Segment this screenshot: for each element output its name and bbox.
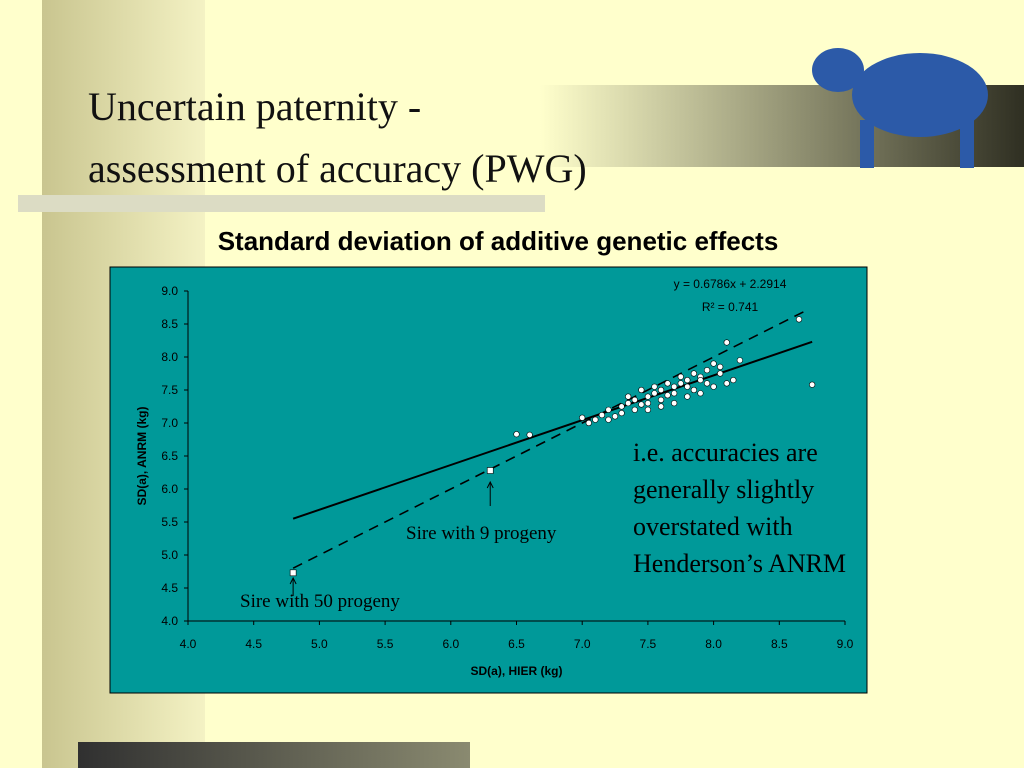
chart-title: Standard deviation of additive genetic e… bbox=[218, 226, 779, 256]
point bbox=[598, 411, 606, 419]
point bbox=[618, 403, 625, 410]
annotation: Sire with 9 progeny bbox=[406, 523, 557, 544]
y-tick-label: 8.5 bbox=[161, 317, 178, 331]
point bbox=[585, 419, 592, 427]
point bbox=[611, 413, 619, 420]
x-tick-label: 8.5 bbox=[771, 637, 788, 651]
y-tick-label: 4.5 bbox=[161, 581, 178, 595]
highlighted-point bbox=[486, 467, 494, 474]
point bbox=[618, 410, 625, 417]
point bbox=[671, 390, 678, 397]
point bbox=[795, 316, 803, 323]
bottom-band bbox=[78, 742, 470, 768]
bull-icon bbox=[812, 48, 988, 168]
x-tick-label: 7.5 bbox=[640, 637, 657, 651]
x-tick-label: 4.0 bbox=[180, 637, 197, 651]
point bbox=[664, 392, 671, 399]
point bbox=[657, 386, 665, 394]
annotation: Sire with 50 progeny bbox=[240, 591, 400, 612]
y-tick-label: 6.0 bbox=[161, 482, 178, 496]
title-line: assessment of accuracy (PWG) bbox=[88, 146, 587, 191]
x-tick-label: 6.0 bbox=[442, 637, 459, 651]
arrow-head bbox=[289, 576, 297, 585]
point bbox=[644, 406, 652, 413]
point bbox=[809, 381, 816, 388]
y-tick-label: 9.0 bbox=[161, 284, 178, 298]
y-tick-label: 7.5 bbox=[161, 383, 178, 397]
point bbox=[631, 396, 638, 404]
point bbox=[625, 400, 632, 407]
point bbox=[684, 393, 691, 400]
point bbox=[690, 370, 697, 377]
y-axis-title: SD(a), ANRM (kg) bbox=[135, 407, 149, 506]
point bbox=[644, 393, 652, 400]
point bbox=[671, 400, 678, 407]
y-tick-label: 6.5 bbox=[161, 449, 178, 463]
point bbox=[638, 386, 645, 394]
title-line: Uncertain paternity - bbox=[88, 84, 421, 129]
x-tick-label: 5.0 bbox=[311, 637, 328, 651]
point bbox=[717, 363, 724, 371]
point bbox=[690, 386, 697, 394]
x-tick-label: 6.5 bbox=[508, 637, 525, 651]
r-squared: R² = 0.741 bbox=[702, 300, 759, 314]
point bbox=[657, 403, 665, 410]
x-tick-label: 4.5 bbox=[245, 637, 262, 651]
point bbox=[625, 393, 632, 400]
point bbox=[657, 396, 665, 404]
point bbox=[677, 380, 684, 387]
x-tick-label: 9.0 bbox=[837, 637, 854, 651]
point bbox=[592, 416, 599, 423]
x-axis-title: SD(a), HIER (kg) bbox=[470, 664, 562, 678]
note-line: overstated with bbox=[633, 512, 793, 541]
chart-area bbox=[109, 266, 868, 694]
point bbox=[703, 380, 711, 387]
point bbox=[651, 383, 658, 390]
point bbox=[697, 390, 704, 397]
y-tick-label: 5.5 bbox=[161, 515, 178, 529]
point bbox=[677, 373, 684, 380]
identity-line bbox=[292, 310, 806, 569]
x-tick-label: 7.0 bbox=[574, 637, 591, 651]
point bbox=[710, 383, 717, 390]
point bbox=[703, 367, 711, 374]
point bbox=[717, 370, 724, 377]
point bbox=[651, 390, 658, 397]
note-line: generally slightly bbox=[633, 475, 814, 504]
point bbox=[723, 380, 730, 387]
point bbox=[684, 383, 691, 390]
y-tick-label: 8.0 bbox=[161, 350, 178, 364]
point bbox=[697, 377, 704, 384]
point bbox=[730, 377, 737, 384]
highlighted-point bbox=[289, 569, 297, 577]
point bbox=[710, 360, 717, 367]
point bbox=[605, 406, 612, 413]
y-tick-label: 5.0 bbox=[161, 548, 178, 562]
trendline bbox=[292, 340, 813, 520]
point bbox=[671, 383, 678, 390]
point bbox=[526, 431, 533, 438]
note-line: Henderson’s ANRM bbox=[633, 549, 846, 578]
point bbox=[723, 339, 730, 346]
point bbox=[513, 431, 520, 438]
y-tick-label: 4.0 bbox=[161, 614, 178, 628]
trend-equation: y = 0.6786x + 2.2914 bbox=[674, 277, 787, 291]
point bbox=[638, 401, 645, 408]
x-tick-label: 8.0 bbox=[705, 637, 722, 651]
point bbox=[579, 414, 586, 421]
title-underline bbox=[18, 195, 545, 212]
point bbox=[644, 400, 652, 407]
x-tick-label: 5.5 bbox=[377, 637, 394, 651]
y-tick-label: 7.0 bbox=[161, 416, 178, 430]
point bbox=[684, 377, 691, 384]
point bbox=[631, 406, 638, 413]
point bbox=[605, 416, 612, 423]
note-line: i.e. accuracies are bbox=[633, 438, 818, 467]
point bbox=[664, 380, 671, 387]
arrow-head bbox=[486, 480, 494, 489]
point bbox=[736, 357, 743, 364]
